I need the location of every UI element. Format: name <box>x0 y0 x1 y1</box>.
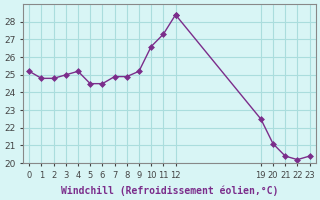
X-axis label: Windchill (Refroidissement éolien,°C): Windchill (Refroidissement éolien,°C) <box>61 185 278 196</box>
